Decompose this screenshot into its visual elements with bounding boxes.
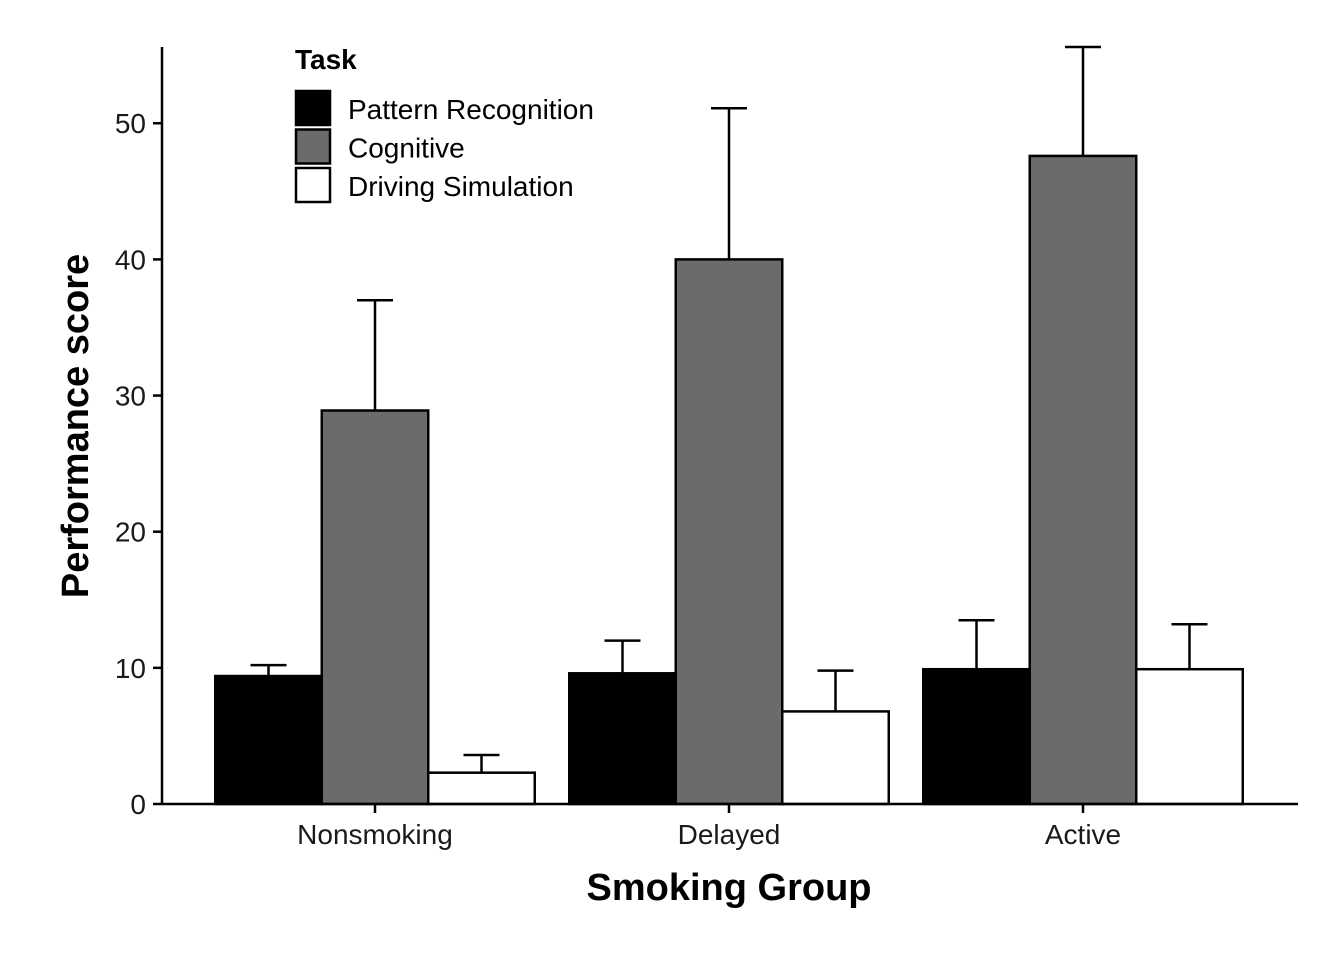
- bar-pattern-recognition-delayed: [568, 672, 677, 806]
- x-tick-label-nonsmoking: Nonsmoking: [297, 819, 453, 850]
- bar-cognitive-active: [1028, 154, 1138, 806]
- y-tick-label: 20: [115, 517, 146, 548]
- legend-label-pattern-recognition: Pattern Recognition: [348, 94, 594, 125]
- bar-driving-simulation-delayed: [781, 710, 890, 806]
- x-tick-label-delayed: Delayed: [678, 819, 781, 850]
- legend-label-cognitive: Cognitive: [348, 133, 465, 164]
- bar-driving-simulation-active: [1135, 667, 1244, 806]
- x-axis-title: Smoking Group: [587, 867, 872, 909]
- y-tick-label: 10: [115, 653, 146, 684]
- legend-title: Task: [295, 44, 357, 75]
- legend-swatch-driving-simulation: [294, 166, 332, 204]
- bar-pattern-recognition-active: [922, 667, 1031, 806]
- legend-swatch-pattern-recognition: [294, 89, 332, 127]
- legend-label-driving-simulation: Driving Simulation: [348, 171, 574, 202]
- bar-cognitive-delayed: [674, 258, 784, 806]
- x-tick-label-active: Active: [1045, 819, 1121, 850]
- y-tick-label: 30: [115, 381, 146, 412]
- y-axis-title: Performance score: [55, 254, 97, 598]
- legend-swatch-cognitive: [294, 128, 332, 165]
- y-tick-label: 40: [115, 244, 146, 275]
- y-ticks: 0 10 20 30 40 50: [115, 108, 162, 820]
- x-ticks: Nonsmoking Delayed Active: [297, 804, 1121, 850]
- bar-pattern-recognition-nonsmoking: [214, 674, 323, 806]
- y-tick-label: 50: [115, 108, 146, 139]
- y-tick-label: 0: [130, 789, 146, 820]
- error-bars-layer: [250, 45, 1208, 773]
- bar-cognitive-nonsmoking: [320, 409, 430, 806]
- bars-layer: [214, 154, 1244, 806]
- legend: Task Pattern Recognition Cognitive Driving…: [294, 44, 594, 204]
- bar-driving-simulation-nonsmoking: [427, 771, 536, 806]
